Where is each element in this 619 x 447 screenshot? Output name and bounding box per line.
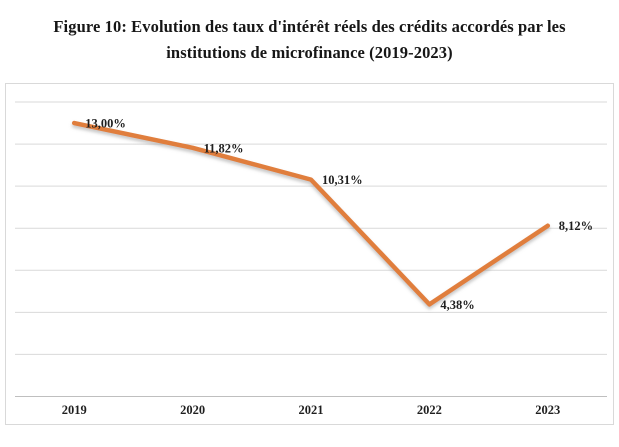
x-tick-label: 2021 [299, 403, 324, 417]
data-point-label: 13,00% [85, 117, 126, 131]
data-point-label: 8,12% [559, 219, 593, 233]
chart-frame: 13,00% 11,82% 10,31% 4,38% 8,12% 2019 2020 2021… [5, 83, 614, 425]
line-chart: 13,00% 11,82% 10,31% 4,38% 8,12% 2019 2020 2021… [15, 101, 607, 417]
data-point-label: 10,31% [322, 173, 363, 187]
x-tick-label: 2019 [62, 403, 87, 417]
chart-title-line-2: institutions de microfinance (2019-2023) [166, 43, 453, 62]
x-tick-label: 2023 [535, 403, 560, 417]
x-tick-label: 2022 [417, 403, 442, 417]
chart-title-line-1: Figure 10: Evolution des taux d'intérêt … [53, 17, 566, 36]
data-point-label: 4,38% [440, 298, 474, 312]
data-point-label: 11,82% [204, 141, 244, 155]
x-tick-label: 2020 [180, 403, 205, 417]
series-line [71, 120, 551, 307]
chart-title: Figure 10: Evolution des taux d'intérêt … [0, 14, 619, 66]
